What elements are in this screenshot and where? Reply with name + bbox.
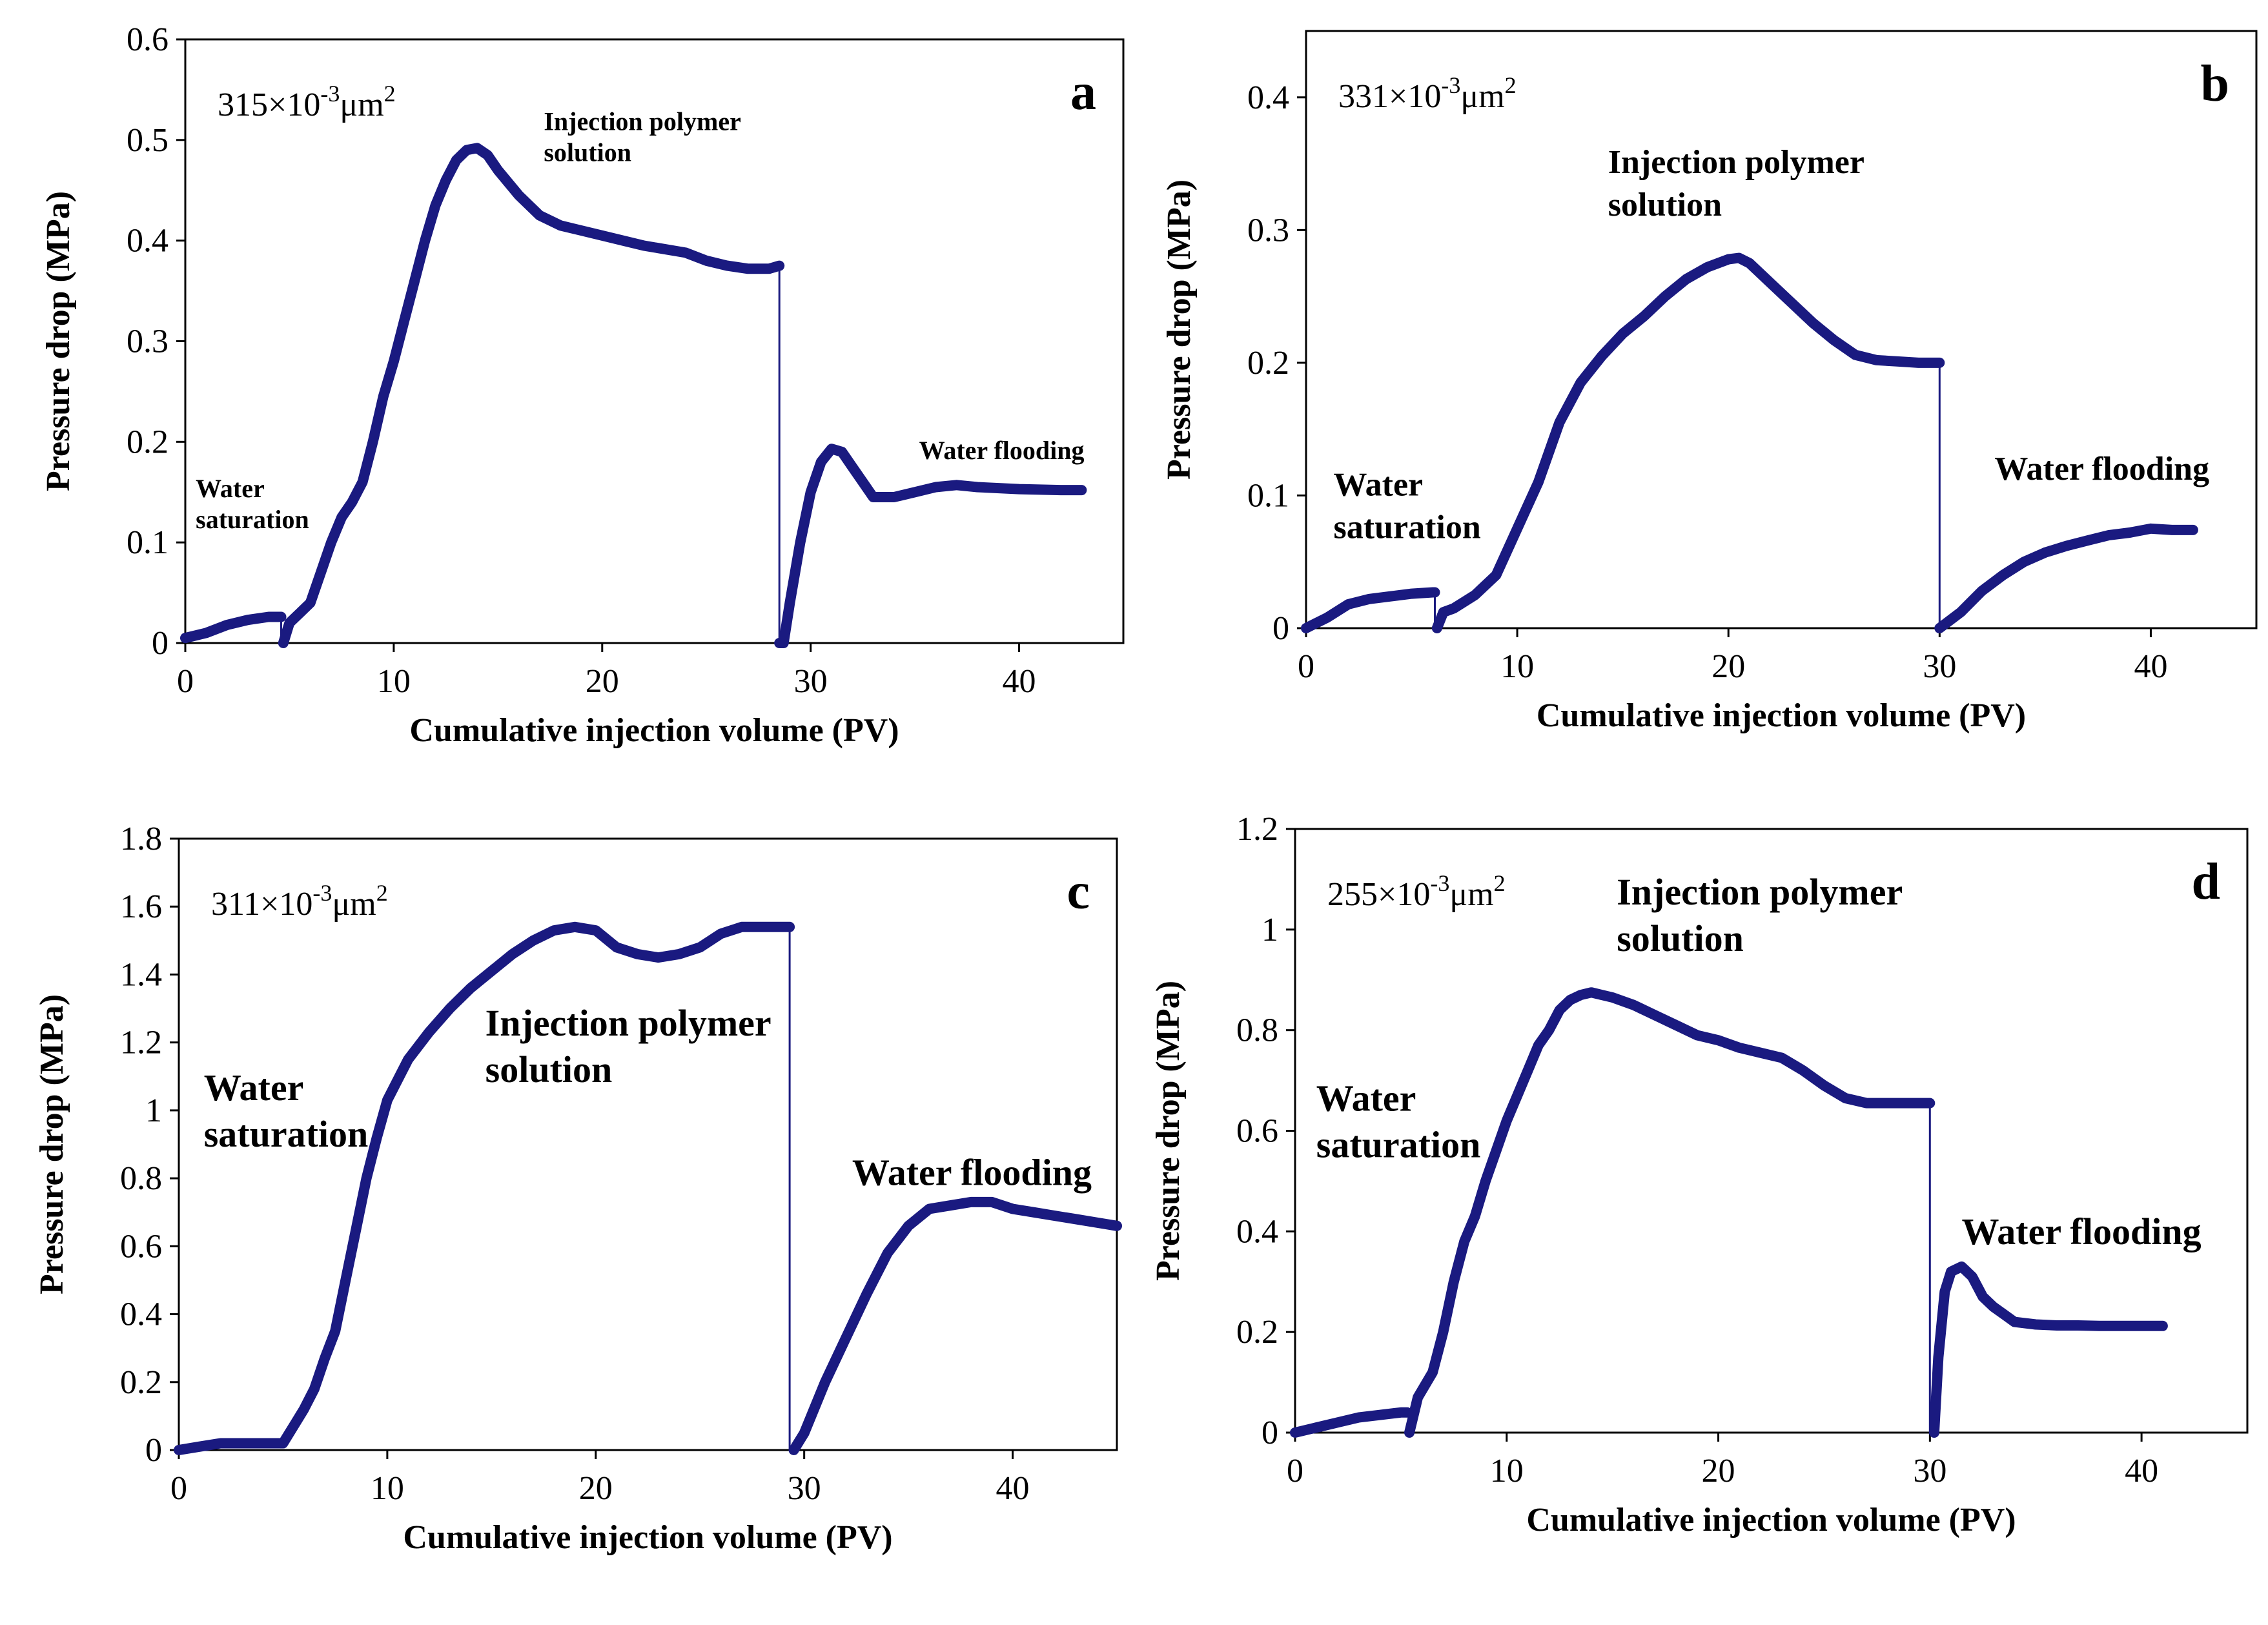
chart-panel-b: 0 0.1 0.2 0.3 0.4 0 10 20 30 40 Cumulative injecti… xyxy=(1161,30,2258,734)
series-segment-3 xyxy=(1934,523,2198,633)
x-tick-label: 30 xyxy=(794,663,828,700)
y-axis-title: Pressure drop (MPa) xyxy=(1161,179,1198,480)
panel-letter: a xyxy=(1070,64,1096,121)
x-tick-label: 10 xyxy=(1500,648,1534,685)
y-tick-label: 0.2 xyxy=(1236,1314,1278,1351)
y-axis-title: Pressure drop (MPa) xyxy=(1150,981,1187,1281)
series-segment-2 xyxy=(1404,987,1936,1438)
chart-panel-c: 0 0.2 0.4 0.6 0.8 1 1.2 1.4 1.6 1.8 0 10 20 30 40 Cumul… xyxy=(34,821,1122,1556)
panel-letter: d xyxy=(2192,853,2221,910)
y-tick-label: 0.3 xyxy=(127,323,169,360)
x-tick-label: 20 xyxy=(579,1470,613,1507)
y-tick-label: 0 xyxy=(145,1432,162,1469)
y-tick-label: 1.8 xyxy=(120,821,162,857)
phase-annotation: Water flooding xyxy=(1962,1211,2202,1252)
x-tick-label: 20 xyxy=(586,663,619,700)
phase-annotation: Water flooding xyxy=(1994,451,2209,487)
phase-annotation: Water flooding xyxy=(919,436,1085,465)
x-tick-label: 0 xyxy=(1298,648,1314,685)
y-tick-label: 0.3 xyxy=(1247,212,1289,249)
series-segment-2 xyxy=(1431,252,1945,633)
x-tick-label: 20 xyxy=(1711,648,1745,685)
series-segment-2 xyxy=(788,1196,1122,1455)
series-segment-1 xyxy=(1290,1407,1413,1438)
y-tick-label: 1.2 xyxy=(1236,811,1278,848)
plot-area xyxy=(184,38,1125,644)
panel-letter: c xyxy=(1067,863,1090,920)
x-tick-label: 20 xyxy=(1702,1453,1735,1489)
y-tick-label: 0.6 xyxy=(127,21,169,58)
y-tick-label: 0.8 xyxy=(120,1160,162,1197)
series-segment-2 xyxy=(278,143,785,648)
series-segment-1 xyxy=(1301,587,1440,633)
x-tick-label: 10 xyxy=(371,1470,404,1507)
permeability-label: 311×10-3μm2 xyxy=(211,880,388,923)
y-tick-label: 0.6 xyxy=(1236,1113,1278,1150)
phase-annotation: Injection polymer solution xyxy=(485,1002,771,1090)
permeability-label: 255×10-3μm2 xyxy=(1327,870,1506,913)
series-segment-3 xyxy=(774,444,1087,648)
x-axis-title: Cumulative injection volume (PV) xyxy=(403,1519,892,1556)
y-tick-label: 1 xyxy=(145,1092,162,1129)
y-tick-label: 0.4 xyxy=(127,223,169,260)
x-tick-label: 30 xyxy=(1913,1453,1946,1489)
x-tick-label: 40 xyxy=(1003,663,1036,700)
x-tick-label: 0 xyxy=(177,663,194,700)
series-segment-3 xyxy=(1928,1261,2168,1438)
y-tick-label: 0.8 xyxy=(1236,1012,1278,1049)
x-tick-label: 10 xyxy=(377,663,411,700)
chart-panel-d: 0 0.2 0.4 0.6 0.8 1 1.2 0 10 20 30 40 Cumulative inj… xyxy=(1150,811,2249,1538)
y-tick-label: 0.6 xyxy=(120,1228,162,1265)
y-tick-label: 0 xyxy=(1262,1415,1278,1451)
permeability-label: 331×10-3μm2 xyxy=(1338,72,1517,115)
x-tick-label: 30 xyxy=(1923,648,1956,685)
y-tick-label: 0.5 xyxy=(127,122,169,159)
y-tick-label: 1.2 xyxy=(120,1025,162,1061)
x-axis-title: Cumulative injection volume (PV) xyxy=(1537,697,2026,734)
phase-annotation: Water saturation xyxy=(204,1067,369,1155)
chart-panel-a: 0 0.1 0.2 0.3 0.4 0.5 0.6 0 10 20 30 40 Cumulative i… xyxy=(40,21,1125,749)
y-axis-title: Pressure drop (MPa) xyxy=(34,994,70,1294)
series-segment-1 xyxy=(180,611,287,644)
x-tick-label: 0 xyxy=(1287,1453,1303,1489)
phase-annotation: Injection polymer solution xyxy=(1617,871,1903,959)
y-tick-label: 0 xyxy=(1272,610,1289,647)
y-tick-label: 0.4 xyxy=(1247,79,1289,116)
y-tick-label: 0.4 xyxy=(120,1296,162,1333)
y-tick-label: 1.6 xyxy=(120,888,162,925)
y-tick-label: 0.1 xyxy=(127,524,169,561)
phase-annotation: Water saturation xyxy=(1334,466,1481,546)
panel-letter: b xyxy=(2201,56,2230,112)
y-tick-label: 0 xyxy=(152,625,169,662)
y-tick-label: 0.2 xyxy=(127,424,169,460)
x-tick-label: 30 xyxy=(788,1470,821,1507)
plot-area xyxy=(178,837,1118,1451)
x-tick-label: 0 xyxy=(170,1470,187,1507)
permeability-label: 315×10-3μm2 xyxy=(218,81,396,123)
phase-annotation: Water saturation xyxy=(1316,1077,1481,1165)
phase-annotation: Water saturation xyxy=(196,474,309,534)
x-axis-title: Cumulative injection volume (PV) xyxy=(409,712,899,749)
y-tick-label: 1 xyxy=(1262,912,1278,948)
plot-area xyxy=(1305,30,2258,629)
x-tick-label: 40 xyxy=(996,1470,1030,1507)
x-axis-title: Cumulative injection volume (PV) xyxy=(1526,1502,2016,1538)
x-tick-label: 10 xyxy=(1490,1453,1524,1489)
phase-annotation: Injection polymer solution xyxy=(544,107,741,167)
y-axis-title: Pressure drop (MPa) xyxy=(40,191,77,491)
y-tick-label: 0.2 xyxy=(1247,345,1289,382)
phase-annotation: Water flooding xyxy=(852,1152,1092,1194)
y-tick-label: 1.4 xyxy=(120,956,162,993)
series-segment-1 xyxy=(174,921,795,1455)
y-tick-label: 0.2 xyxy=(120,1364,162,1401)
phase-annotation: Injection polymer solution xyxy=(1608,144,1864,223)
x-tick-label: 40 xyxy=(2134,648,2167,685)
y-tick-label: 0.1 xyxy=(1247,477,1289,514)
x-tick-label: 40 xyxy=(2125,1453,2158,1489)
y-tick-label: 0.4 xyxy=(1236,1213,1278,1250)
plot-area xyxy=(1294,828,2249,1434)
